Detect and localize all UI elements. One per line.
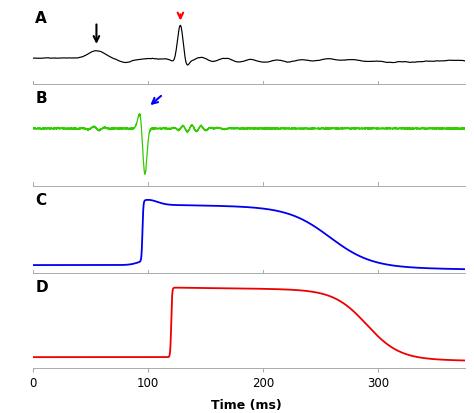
Text: Time (ms): Time (ms) [211,399,282,412]
Text: A: A [36,10,47,26]
Text: B: B [36,91,47,106]
Text: D: D [36,280,48,295]
Text: C: C [36,192,46,208]
